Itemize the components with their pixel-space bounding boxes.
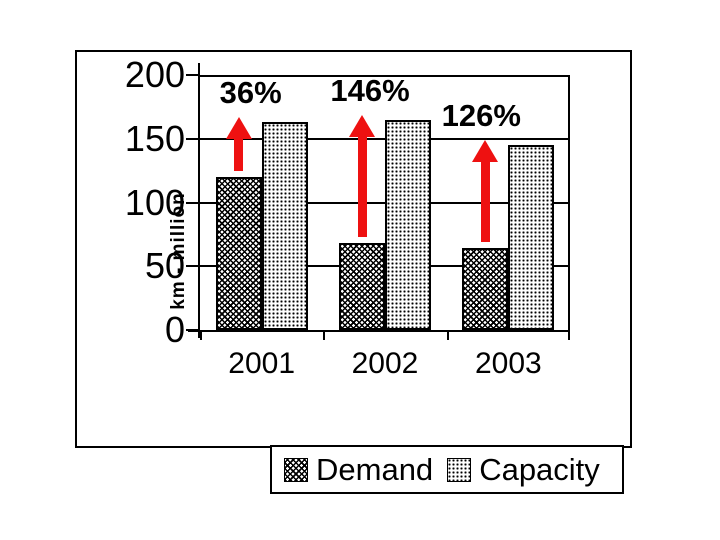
x-tick-0 [200,332,202,340]
arrow-shaft-2001 [234,135,244,171]
y-tick-label-150: 150 [124,117,185,159]
y-tick-50 [186,265,198,268]
legend: Demand Capacity [270,445,624,494]
bar-demand-2001 [215,177,262,330]
plot-top-border [200,75,570,77]
y-tick-label-200: 200 [124,54,185,95]
bar-capacity-2003 [508,145,555,330]
bar-capacity-2001 [261,122,308,330]
growth-arrow-2001 [225,117,252,171]
x-tick-1 [323,332,326,340]
x-axis-line [188,330,570,332]
y-tick-200 [186,74,198,77]
x-tick-2 [446,332,449,340]
growth-arrow-2002 [349,114,375,238]
bar-demand-2003 [462,248,509,330]
legend-label-capacity: Capacity [479,452,600,487]
growth-percent-label-2003: 126% [441,98,521,134]
x-category-label-2001: 2001 [228,347,296,380]
x-category-label-2003: 2003 [474,347,542,380]
y-tick-label-100: 100 [124,181,185,223]
y-axis-line [198,63,200,338]
y-tick-150 [186,137,198,140]
plot-area [186,63,570,340]
y-tick-100 [186,201,198,204]
x-tick-3 [568,332,570,340]
legend-swatch-capacity [447,457,472,482]
arrow-head-2003 [472,140,499,163]
legend-swatch-demand [284,457,308,482]
arrow-head-2001 [225,117,252,140]
arrow-shaft-2002 [357,132,367,238]
y-tick-0 [186,329,198,331]
x-category-label-2002: 2002 [351,347,419,380]
y-tick-label-50: 50 [144,245,185,287]
y-tick-label-0: 0 [164,309,185,350]
arrow-shaft-2003 [480,158,490,243]
growth-percent-label-2002: 146% [330,72,410,108]
growth-arrow-2003 [472,140,499,243]
legend-label-demand: Demand [316,452,434,487]
bar-demand-2002 [339,243,385,330]
bar-capacity-2002 [385,119,431,330]
growth-percent-label-2001: 36% [219,75,282,111]
arrow-head-2002 [349,114,375,137]
